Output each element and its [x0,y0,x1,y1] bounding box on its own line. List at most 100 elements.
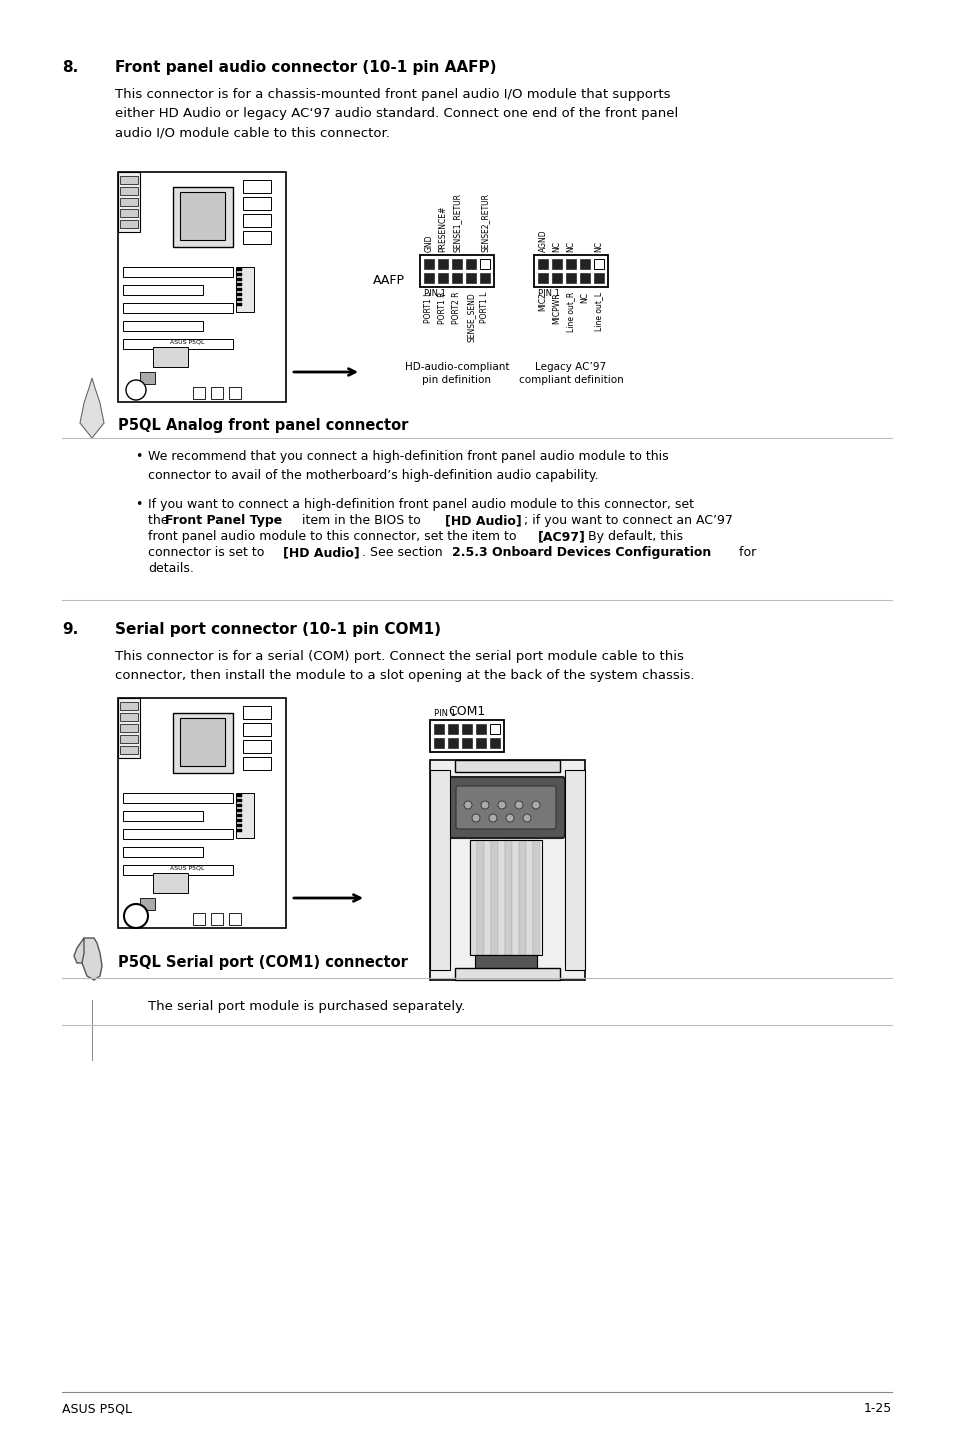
Text: PIN 1: PIN 1 [423,289,445,298]
Text: SENSE_SEND: SENSE_SEND [466,292,475,342]
Bar [236,820,242,823]
Bar [465,259,476,269]
Circle shape [124,905,148,928]
Bar [430,761,584,981]
Bar [180,193,225,240]
Bar [437,273,448,283]
Bar [120,187,138,196]
Bar [579,259,589,269]
Bar [123,339,233,349]
Bar [552,259,561,269]
Text: •: • [135,498,142,510]
Bar [491,840,497,955]
Bar [470,840,541,955]
Text: PORT1 L: PORT1 L [424,292,433,324]
Text: AGND: AGND [537,230,547,252]
Bar [452,273,461,283]
Bar [236,794,242,797]
Bar [120,735,138,743]
Bar [479,259,490,269]
Bar [211,387,223,398]
Text: [AC97]: [AC97] [537,531,585,544]
Bar [534,255,607,288]
Bar [243,180,271,193]
Bar [243,197,271,210]
Bar [243,232,271,244]
Bar [152,347,188,367]
Text: ASUS P5QL: ASUS P5QL [170,339,204,345]
Bar [118,173,140,232]
Bar [172,713,233,774]
Bar [236,828,242,833]
Text: If you want to connect a high-definition front panel audio module to this connec: If you want to connect a high-definition… [148,498,693,510]
Bar [504,840,512,955]
Bar [120,723,138,732]
Bar [118,697,140,758]
Text: MICPWR: MICPWR [552,292,561,324]
Text: Front panel audio connector (10-1 pin AAFP): Front panel audio connector (10-1 pin AA… [115,60,496,75]
Bar [118,173,286,403]
Text: ASUS P5QL: ASUS P5QL [170,866,204,871]
Bar [123,285,203,295]
Polygon shape [74,938,84,963]
Bar [475,955,537,974]
Bar [476,723,485,733]
Text: GND: GND [424,234,433,252]
Bar [465,273,476,283]
Text: PORT1 L: PORT1 L [480,292,489,324]
Bar [476,840,483,955]
Circle shape [480,801,489,810]
Circle shape [489,814,497,823]
Text: P5QL Serial port (COM1) connector: P5QL Serial port (COM1) connector [118,955,408,971]
Bar [243,723,271,736]
Bar [419,255,494,288]
Polygon shape [80,938,102,981]
Bar [434,723,443,733]
Text: PRESENCE#: PRESENCE# [438,206,447,252]
Bar [140,372,154,384]
Bar [470,840,476,955]
Bar [430,720,503,752]
Bar [123,811,203,821]
Text: front panel audio module to this connector, set the item to: front panel audio module to this connect… [148,531,520,544]
Bar [120,702,138,710]
Bar [537,273,547,283]
Bar [479,273,490,283]
Text: [HD Audio]: [HD Audio] [283,546,359,559]
Bar [461,738,472,748]
Circle shape [463,801,472,810]
Text: ASUS P5QL: ASUS P5QL [62,1402,132,1415]
Bar [123,866,233,874]
Bar [123,267,233,278]
Text: HD-audio-compliant
pin definition: HD-audio-compliant pin definition [404,362,509,385]
Bar [461,723,472,733]
Text: the: the [148,513,172,526]
Text: P5QL Analog front panel connector: P5QL Analog front panel connector [118,418,408,433]
Bar [229,913,241,925]
Text: NC: NC [594,242,603,252]
Bar [123,321,203,331]
Bar [455,761,559,772]
Bar [229,387,241,398]
Bar [193,387,205,398]
Bar [512,840,518,955]
Bar [123,303,233,313]
Text: . See section: . See section [361,546,446,559]
Bar [243,214,271,227]
Bar [455,968,559,981]
Bar [243,756,271,769]
Bar [236,800,242,802]
Bar [430,769,450,971]
Bar [579,273,589,283]
Bar [180,718,225,766]
Bar [236,303,242,306]
Text: SENSE2_RETUR: SENSE2_RETUR [480,193,489,252]
Bar [120,198,138,206]
Bar [490,723,499,733]
Text: AAFP: AAFP [373,273,405,286]
Bar [565,273,576,283]
Bar [552,273,561,283]
Bar [235,792,253,838]
Bar [537,259,547,269]
Bar [193,913,205,925]
